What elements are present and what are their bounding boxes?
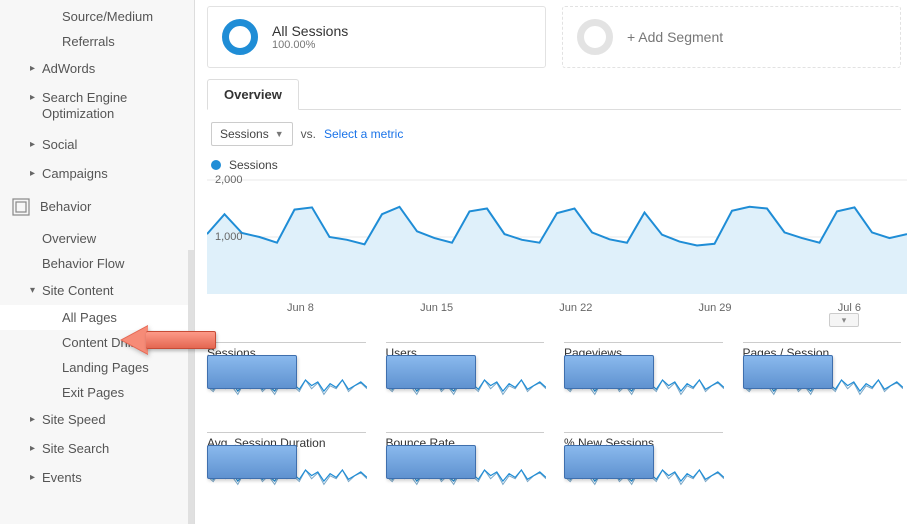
legend-label: Sessions <box>229 158 278 172</box>
metric-value-redacted <box>564 355 654 389</box>
sidebar-group-behavior-2[interactable]: Events <box>0 463 194 492</box>
segment-donut-icon <box>222 19 258 55</box>
sidebar-item-acq-child-1[interactable]: Referrals <box>0 29 194 54</box>
legend-dot-icon <box>211 160 221 170</box>
metric-selector[interactable]: Sessions ▼ <box>211 122 293 146</box>
metric-card-sessions[interactable]: Sessions <box>207 342 366 408</box>
sidebar-group-behavior-1[interactable]: Site Search <box>0 434 194 463</box>
sidebar-item-sitecontent-3[interactable]: Exit Pages <box>0 380 194 405</box>
sidebar-item-behavior-0[interactable]: Overview <box>0 226 194 251</box>
metric-value-redacted <box>207 445 297 479</box>
sidebar-item-sitecontent-2[interactable]: Landing Pages <box>0 355 194 380</box>
sidebar-item-sitecontent-1[interactable]: Content Drilldown <box>0 330 194 355</box>
metric-value-redacted <box>386 355 476 389</box>
metric-card--new-sessions[interactable]: % New Sessions <box>564 432 723 498</box>
metric-card-pageviews[interactable]: Pageviews <box>564 342 723 408</box>
metric-value-redacted <box>743 355 833 389</box>
sidebar-group-acq-3[interactable]: Campaigns <box>0 159 194 188</box>
metric-card-users[interactable]: Users <box>386 342 545 408</box>
chart-x-label: Jun 22 <box>559 302 592 314</box>
metric-value-redacted <box>207 355 297 389</box>
sidebar-group-behavior-0[interactable]: Site Speed <box>0 405 194 434</box>
segment-add-label: + Add Segment <box>627 29 723 45</box>
sidebar-item-acq-child-0[interactable]: Source/Medium <box>0 4 194 29</box>
segment-all-sessions[interactable]: All Sessions 100.00% <box>207 6 546 68</box>
vs-label: vs. <box>301 127 316 141</box>
metric-value-redacted <box>386 445 476 479</box>
sidebar-group-label: Site Content <box>42 283 114 298</box>
main-chart: Jun 8Jun 15Jun 22Jun 29Jul 6 ▾ 2,0001,00… <box>207 174 901 324</box>
chart-y-label: 1,000 <box>215 231 243 243</box>
sidebar-item-behavior-1[interactable]: Behavior Flow <box>0 251 194 276</box>
sidebar-section-label: Behavior <box>40 199 91 214</box>
chevron-down-icon: ▼ <box>275 129 284 139</box>
tab-bar: Overview <box>207 78 901 110</box>
segment-sub: 100.00% <box>272 39 348 51</box>
chart-pager[interactable]: ▾ <box>829 313 859 327</box>
chart-y-label: 2,000 <box>215 174 243 186</box>
sidebar-group-site-content[interactable]: Site Content <box>0 276 194 305</box>
sidebar-group-acq-2[interactable]: Social <box>0 130 194 159</box>
tab-overview[interactable]: Overview <box>207 79 299 110</box>
chart-x-label: Jun 29 <box>699 302 732 314</box>
main-content: All Sessions 100.00% + Add Segment Overv… <box>195 0 907 524</box>
sidebar: Source/MediumReferrals AdWordsSearch Eng… <box>0 0 195 524</box>
chart-x-label: Jun 8 <box>287 302 314 314</box>
segment-add-donut-icon <box>577 19 613 55</box>
select-metric-link[interactable]: Select a metric <box>324 127 403 141</box>
segment-title: All Sessions <box>272 23 348 39</box>
sidebar-scrollbar[interactable] <box>188 250 194 524</box>
behavior-icon <box>12 198 30 216</box>
sidebar-group-acq-1[interactable]: Search Engine Optimization <box>0 83 194 130</box>
metric-card-avg-session-duration[interactable]: Avg. Session Duration <box>207 432 366 498</box>
sidebar-section-behavior[interactable]: Behavior <box>0 188 194 226</box>
chart-x-label: Jun 15 <box>420 302 453 314</box>
metric-card-bounce-rate[interactable]: Bounce Rate <box>386 432 545 498</box>
sidebar-item-sitecontent-0[interactable]: All Pages <box>0 305 194 330</box>
segment-add[interactable]: + Add Segment <box>562 6 901 68</box>
sidebar-group-acq-0[interactable]: AdWords <box>0 54 194 83</box>
metric-value-redacted <box>564 445 654 479</box>
metric-card-pages-session[interactable]: Pages / Session <box>743 342 902 408</box>
metric-selector-label: Sessions <box>220 127 269 141</box>
